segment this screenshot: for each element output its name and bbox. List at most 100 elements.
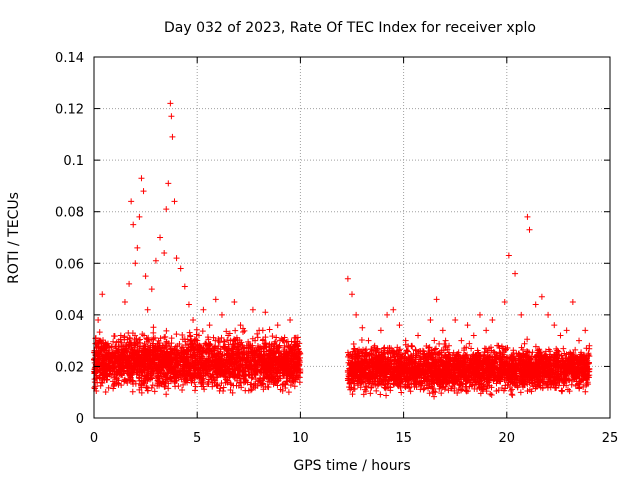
- data-point: [220, 357, 227, 364]
- data-point: [212, 343, 219, 350]
- data-point: [477, 390, 484, 397]
- data-point: [120, 351, 127, 358]
- data-point: [98, 379, 105, 386]
- data-point: [463, 384, 470, 391]
- data-point: [131, 367, 138, 374]
- data-point: [285, 342, 292, 349]
- data-point: [229, 351, 236, 358]
- data-point: [228, 350, 235, 357]
- data-point: [160, 379, 167, 386]
- data-point: [262, 334, 269, 341]
- data-point: [180, 381, 187, 388]
- data-point: [248, 364, 255, 371]
- data-point: [272, 365, 279, 372]
- data-point: [111, 333, 118, 340]
- data-point: [507, 387, 514, 394]
- data-point: [466, 340, 473, 347]
- data-point: [110, 363, 117, 370]
- data-point: [190, 372, 197, 379]
- data-point: [197, 368, 204, 375]
- data-point: [469, 358, 476, 365]
- data-point: [171, 377, 178, 384]
- data-point: [152, 356, 159, 363]
- data-point: [166, 363, 173, 370]
- data-point: [124, 370, 131, 377]
- data-point: [170, 369, 177, 376]
- data-point: [229, 389, 236, 396]
- data-point: [202, 340, 209, 347]
- data-point: [138, 389, 145, 396]
- data-point: [266, 370, 273, 377]
- data-point: [157, 359, 164, 366]
- data-point: [248, 386, 255, 393]
- data-point: [568, 381, 575, 388]
- data-point: [431, 346, 438, 353]
- data-point: [236, 355, 243, 362]
- data-point: [190, 343, 197, 350]
- data-point: [98, 361, 105, 368]
- data-point: [206, 342, 213, 349]
- data-point: [110, 352, 117, 359]
- data-point: [220, 343, 227, 350]
- data-point: [163, 338, 170, 345]
- data-point: [524, 349, 531, 356]
- data-point: [280, 363, 287, 370]
- data-point: [180, 354, 187, 361]
- data-point: [536, 346, 543, 353]
- data-point: [174, 359, 181, 366]
- data-point: [154, 348, 161, 355]
- data-point: [265, 360, 272, 367]
- data-point: [568, 353, 575, 360]
- data-point: [582, 388, 589, 395]
- data-point: [548, 374, 555, 381]
- data-point: [187, 363, 194, 370]
- data-point: [187, 341, 194, 348]
- data-point: [207, 366, 214, 373]
- data-point: [126, 353, 133, 360]
- data-point: [174, 373, 181, 380]
- data-point: [141, 332, 148, 339]
- data-point: [279, 372, 286, 379]
- data-point: [127, 335, 134, 342]
- data-point: [277, 350, 284, 357]
- data-point: [208, 376, 215, 383]
- chart-title: Day 032 of 2023, Rate Of TEC Index for r…: [164, 20, 536, 36]
- data-point: [446, 356, 453, 363]
- data-point: [191, 351, 198, 358]
- data-point: [118, 339, 125, 346]
- data-point: [145, 375, 152, 382]
- data-point: [561, 361, 568, 368]
- data-point: [291, 383, 298, 390]
- data-point: [143, 384, 150, 391]
- data-point: [178, 345, 185, 352]
- data-point: [129, 371, 136, 378]
- data-point: [262, 340, 269, 347]
- data-point: [254, 334, 261, 341]
- data-point: [96, 329, 103, 336]
- data-point: [251, 358, 258, 365]
- data-point: [152, 334, 159, 341]
- data-point: [232, 337, 239, 344]
- data-point: [268, 376, 275, 383]
- data-point: [239, 361, 246, 368]
- data-point: [373, 387, 380, 394]
- data-point: [181, 378, 188, 385]
- data-point: [217, 371, 224, 378]
- data-point: [212, 368, 219, 375]
- data-point: [249, 345, 256, 352]
- data-point: [264, 383, 271, 390]
- data-point: [101, 345, 108, 352]
- data-point: [204, 334, 211, 341]
- data-point: [205, 350, 212, 357]
- data-point: [238, 384, 245, 391]
- data-point: [119, 372, 126, 379]
- data-point: [113, 375, 120, 382]
- data-point: [232, 367, 239, 374]
- data-point: [115, 343, 122, 350]
- data-point: [152, 364, 159, 371]
- data-point: [95, 343, 102, 350]
- data-point: [154, 372, 161, 379]
- data-point: [254, 330, 261, 337]
- data-point: [207, 372, 214, 379]
